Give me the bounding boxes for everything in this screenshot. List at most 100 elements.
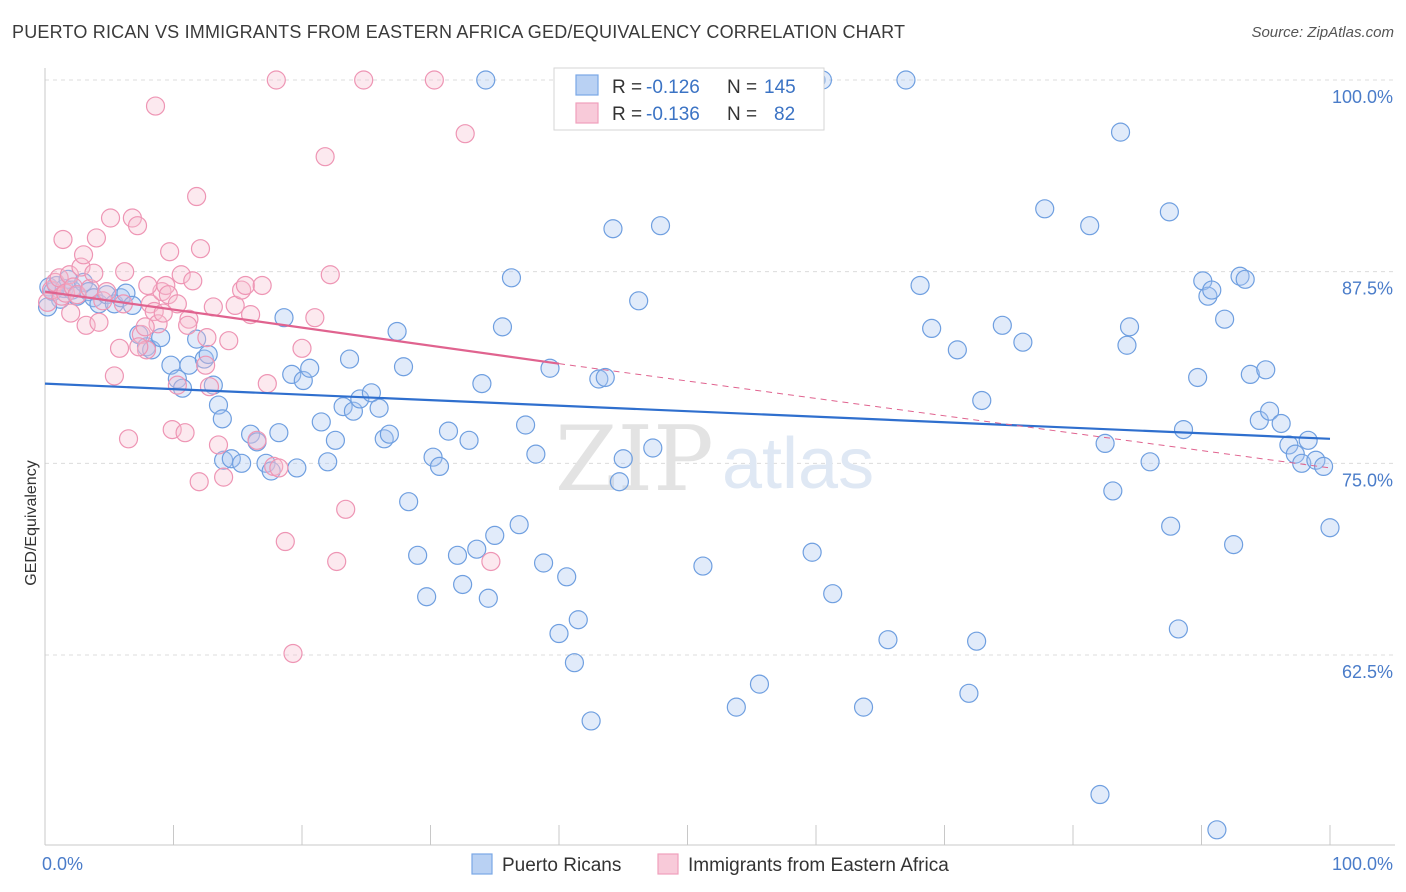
data-point-puerto-ricans	[581, 711, 601, 731]
x-tick-label: 100.0%	[1332, 854, 1393, 874]
bottom-legend-label-pink: Immigrants from Eastern Africa	[688, 855, 949, 876]
data-point-puerto-ricans	[1168, 619, 1188, 639]
data-point-eastern-africa	[61, 303, 81, 323]
data-point-eastern-africa	[129, 337, 149, 357]
trend-line-puerto-ricans	[44, 382, 1331, 440]
data-point-puerto-ricans	[967, 631, 987, 651]
y-tick-label: 62.5%	[1342, 662, 1393, 682]
data-point-puerto-ricans	[369, 398, 389, 418]
data-point-eastern-africa	[37, 292, 58, 312]
x-tick-label: 0.0%	[42, 854, 83, 874]
data-point-eastern-africa	[187, 186, 207, 207]
data-point-eastern-africa	[219, 331, 239, 351]
legend-r-label-pink: R =	[612, 104, 642, 125]
bottom-legend: Puerto Ricans Immigrants from Eastern Af…	[471, 853, 949, 876]
data-point-puerto-ricans	[187, 329, 207, 349]
data-point-puerto-ricans	[1140, 452, 1160, 472]
y-tick-labels: 62.5% 75.0% 87.5% 100.0%	[1332, 87, 1393, 682]
data-point-puerto-ricans	[603, 219, 623, 239]
data-point-puerto-ricans	[399, 492, 419, 512]
data-point-puerto-ricans	[293, 370, 313, 391]
data-point-puerto-ricans	[343, 401, 363, 421]
series-eastern-africa	[37, 70, 501, 664]
data-point-puerto-ricans	[1161, 516, 1181, 536]
data-point-puerto-ricans	[1110, 122, 1131, 142]
data-point-puerto-ricans	[311, 412, 331, 432]
data-point-eastern-africa	[214, 467, 234, 487]
data-point-puerto-ricans	[947, 340, 967, 360]
data-point-eastern-africa	[235, 275, 256, 296]
watermark-zip: ZIP	[555, 407, 714, 512]
data-point-eastern-africa	[183, 271, 203, 291]
data-point-eastern-africa	[167, 294, 187, 314]
data-point-eastern-africa	[179, 309, 199, 329]
data-point-puerto-ricans	[1159, 202, 1179, 222]
data-point-eastern-africa	[292, 338, 312, 358]
data-point-puerto-ricans	[1188, 367, 1208, 388]
data-point-eastern-africa	[109, 338, 130, 358]
data-point-eastern-africa	[100, 208, 121, 228]
data-point-eastern-africa	[136, 340, 157, 360]
data-point-puerto-ricans	[896, 70, 916, 90]
data-point-puerto-ricans	[749, 674, 770, 694]
trend-line-eastern-africa-extension	[558, 363, 1331, 469]
data-point-puerto-ricans	[447, 545, 468, 565]
legend-r-value-pink: -0.136	[646, 104, 700, 125]
data-point-eastern-africa	[455, 124, 475, 144]
y-tick-label: 87.5%	[1342, 279, 1393, 299]
data-point-puerto-ricans	[232, 453, 252, 473]
data-point-puerto-ricans	[1313, 456, 1334, 476]
data-point-puerto-ricans	[459, 430, 479, 450]
data-point-eastern-africa	[171, 265, 191, 285]
data-point-eastern-africa	[167, 375, 187, 395]
data-point-eastern-africa	[73, 245, 94, 265]
data-point-eastern-africa	[190, 239, 211, 259]
data-point-puerto-ricans	[492, 317, 513, 337]
legend-r-label-blue: R =	[612, 77, 642, 98]
data-point-puerto-ricans	[325, 430, 346, 450]
data-point-eastern-africa	[189, 472, 209, 492]
data-point-eastern-africa	[208, 435, 229, 455]
data-point-puerto-ricans	[613, 449, 633, 469]
legend-swatch-blue	[575, 74, 599, 96]
data-point-puerto-ricans	[526, 444, 546, 464]
data-point-puerto-ricans	[485, 525, 505, 546]
grid-lines	[45, 79, 1395, 656]
data-point-eastern-africa	[336, 499, 356, 519]
trend-line-eastern-africa	[44, 290, 560, 365]
data-point-eastern-africa	[196, 355, 216, 375]
data-point-eastern-africa	[89, 312, 109, 332]
data-point-puerto-ricans	[515, 415, 536, 435]
data-point-puerto-ricans	[274, 308, 294, 328]
data-point-puerto-ricans	[476, 70, 496, 90]
data-point-puerto-ricans	[417, 587, 437, 607]
data-point-puerto-ricans	[333, 397, 353, 417]
legend-n-label-pink: N =	[727, 104, 757, 125]
data-point-puerto-ricans	[1103, 481, 1123, 501]
data-point-puerto-ricans	[472, 374, 492, 394]
data-point-puerto-ricans	[823, 584, 843, 604]
data-point-puerto-ricans	[589, 369, 609, 389]
data-point-puerto-ricans	[287, 458, 307, 478]
data-point-puerto-ricans	[959, 683, 979, 703]
data-point-eastern-africa	[199, 377, 220, 397]
data-point-puerto-ricans	[650, 216, 671, 236]
data-point-puerto-ricans	[802, 542, 822, 562]
data-point-eastern-africa	[269, 458, 289, 478]
data-point-puerto-ricans	[350, 389, 370, 409]
data-point-puerto-ricans	[1320, 518, 1340, 538]
data-point-puerto-ricans	[282, 364, 302, 384]
axes	[44, 68, 1395, 846]
bottom-legend-swatch-blue	[471, 853, 493, 875]
y-tick-label: 100.0%	[1332, 87, 1393, 107]
data-point-puerto-ricans	[1215, 309, 1235, 329]
y-axis-label: GED/Equivalency	[23, 460, 40, 585]
data-point-puerto-ricans	[1202, 280, 1222, 300]
data-point-puerto-ricans	[1235, 269, 1255, 289]
data-point-puerto-ricans	[1224, 534, 1244, 555]
data-point-eastern-africa	[175, 423, 195, 443]
legend-n-label-blue: N =	[727, 77, 757, 98]
data-point-puerto-ricans	[478, 588, 498, 608]
data-point-puerto-ricans	[922, 318, 942, 338]
data-point-puerto-ricans	[1119, 317, 1140, 337]
